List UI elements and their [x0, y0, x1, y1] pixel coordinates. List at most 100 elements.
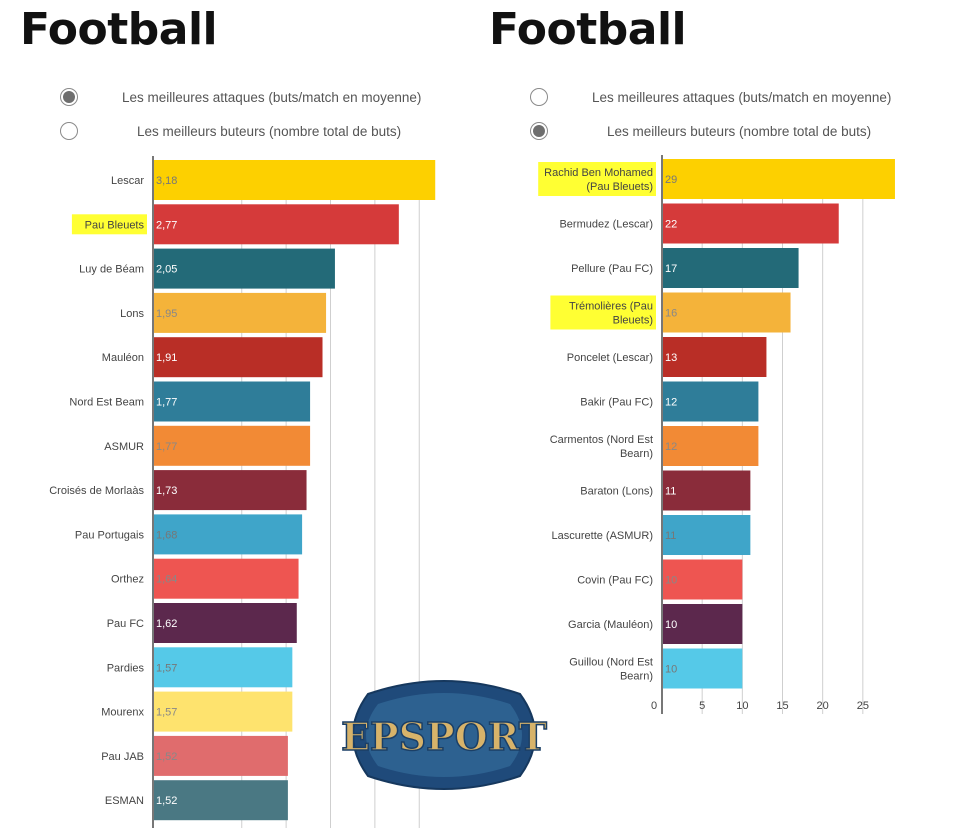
- category-label: ESMAN: [105, 795, 144, 807]
- bar-9: [153, 558, 299, 599]
- radio-unchecked-icon[interactable]: [530, 88, 548, 106]
- category-label: Garcia (Mauléon): [568, 619, 653, 631]
- category-label: Bermudez (Lescar): [559, 219, 653, 231]
- value-label: 1,68: [156, 529, 177, 541]
- bar-8: [662, 515, 751, 555]
- category-label: Mauléon: [102, 352, 144, 364]
- tick-label: 5: [699, 700, 705, 712]
- category-label: Baraton (Lons): [580, 486, 653, 498]
- bar-4: [662, 337, 767, 377]
- radio-checked-icon[interactable]: [530, 122, 548, 140]
- value-label: 3,18: [156, 175, 177, 187]
- category-label: Bearn): [620, 671, 653, 683]
- tick-label: 25: [857, 700, 869, 712]
- bar-6: [662, 426, 759, 466]
- category-label: Covin (Pau FC): [577, 575, 653, 587]
- radio-label-attaques: Les meilleures attaques (buts/match en m…: [592, 89, 892, 105]
- value-label: 1,57: [156, 662, 177, 674]
- category-label: Bakir (Pau FC): [580, 397, 653, 409]
- bar-9: [662, 559, 743, 600]
- category-label: Luy de Béam: [79, 264, 144, 276]
- right-panel-title: Football: [489, 4, 687, 55]
- category-label: Pau Portugais: [75, 529, 145, 541]
- bar-0: [662, 159, 895, 199]
- category-label: Pellure (Pau FC): [571, 263, 653, 275]
- value-label: 13: [665, 352, 677, 364]
- category-label: Orthez: [111, 574, 144, 586]
- category-label: Rachid Ben Mohamed: [544, 167, 653, 179]
- bar-0: [153, 160, 436, 200]
- right-radio-attaques[interactable]: Les meilleures attaques (buts/match en m…: [530, 88, 891, 106]
- value-label: 1,73: [156, 485, 177, 497]
- category-label: Pau JAB: [101, 751, 144, 763]
- bar-1: [153, 204, 399, 245]
- category-label: Carmentos (Nord Est: [550, 434, 653, 446]
- bar-3: [662, 292, 791, 333]
- value-label: 12: [665, 441, 677, 453]
- value-label: 1,77: [156, 441, 177, 453]
- bar-3: [153, 292, 327, 333]
- value-label: 1,52: [156, 751, 177, 763]
- bar-14: [153, 780, 288, 821]
- bar-8: [153, 514, 303, 555]
- category-label: Bleuets): [613, 315, 653, 327]
- tick-label: 10: [736, 700, 748, 712]
- value-label: 10: [665, 619, 677, 631]
- tick-label: 20: [817, 700, 829, 712]
- category-label: Mourenx: [101, 707, 144, 719]
- value-label: 11: [665, 530, 676, 542]
- category-label: Pau FC: [107, 618, 144, 630]
- category-label: Pardies: [107, 662, 145, 674]
- bar-4: [153, 337, 323, 378]
- bar-2: [662, 248, 799, 288]
- value-label: 17: [665, 263, 677, 275]
- radio-label-buteurs: Les meilleurs buteurs (nombre total de b…: [137, 123, 402, 139]
- category-label: (Pau Bleuets): [586, 181, 653, 193]
- category-label: Croisés de Morlaàs: [49, 485, 144, 497]
- category-label: Trémolières (Pau: [569, 301, 653, 313]
- value-label: 2,77: [156, 219, 177, 231]
- value-label: 11: [665, 486, 676, 498]
- value-label: 22: [665, 219, 677, 231]
- value-label: 1,64: [156, 574, 177, 586]
- bar-10: [153, 603, 297, 643]
- right-radio-buteurs[interactable]: Les meilleurs buteurs (nombre total de b…: [530, 122, 871, 140]
- value-label: 1,91: [156, 352, 177, 364]
- tick-label: 15: [776, 700, 788, 712]
- value-label: 1,62: [156, 618, 177, 630]
- value-label: 12: [665, 397, 677, 409]
- bar-5: [662, 381, 759, 422]
- category-label: Guillou (Nord Est: [569, 657, 653, 669]
- bar-2: [153, 248, 335, 289]
- bar-11: [662, 648, 743, 689]
- value-label: 29: [665, 174, 677, 186]
- bar-10: [662, 604, 743, 644]
- bar-13: [153, 735, 288, 776]
- bar-7: [662, 470, 751, 511]
- bar-1: [662, 203, 839, 244]
- value-label: 2,05: [156, 264, 177, 276]
- category-label: Bearn): [620, 448, 653, 460]
- value-label: 1,57: [156, 707, 177, 719]
- left-radio-buteurs[interactable]: Les meilleurs buteurs (nombre total de b…: [60, 122, 401, 140]
- value-label: 1,77: [156, 397, 177, 409]
- category-label: Nord Est Beam: [69, 397, 144, 409]
- value-label: 16: [665, 308, 677, 320]
- highlight-box: [550, 295, 656, 330]
- radio-checked-icon[interactable]: [60, 88, 78, 106]
- radio-label-attaques: Les meilleures attaques (buts/match en m…: [122, 89, 422, 105]
- logo-text: EPSPORT: [341, 714, 547, 759]
- highlight-box: [538, 162, 656, 196]
- value-label: 1,52: [156, 795, 177, 807]
- value-label: 1,95: [156, 308, 177, 320]
- epsport-logo: EPSPORT: [340, 680, 548, 790]
- radio-unchecked-icon[interactable]: [60, 122, 78, 140]
- left-radio-attaques[interactable]: Les meilleures attaques (buts/match en m…: [60, 88, 421, 106]
- bar-12: [153, 691, 293, 732]
- category-label: Pau Bleuets: [85, 219, 145, 231]
- left-panel-title: Football: [20, 4, 218, 55]
- category-label: Poncelet (Lescar): [567, 352, 653, 364]
- bar-7: [153, 470, 307, 511]
- bar-5: [153, 381, 311, 422]
